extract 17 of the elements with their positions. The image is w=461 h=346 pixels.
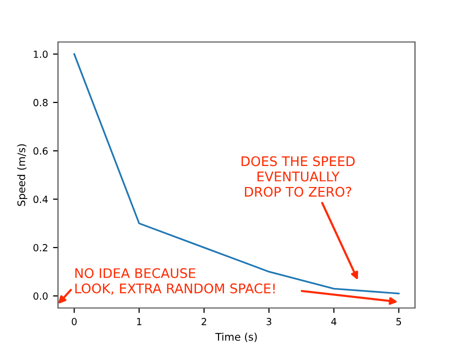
y-tick-label: 0.2	[33, 244, 48, 252]
y-axis-title: Speed (m/s)	[17, 144, 28, 206]
x-tick-label: 5	[396, 318, 402, 326]
annotation: DOES THE SPEED EVENTUALLY DROP TO ZERO?	[242, 156, 355, 197]
x-tick-label: 0	[72, 318, 77, 326]
y-tick-label: 0.8	[33, 98, 48, 106]
x-tick-label: 4	[331, 318, 336, 326]
y-tick-label: 0.0	[33, 292, 48, 300]
x-axis-title: Time (s)	[215, 332, 257, 342]
annotation: NO IDEA BECAUSE LOOK, EXTRA RANDOM SPACE!	[75, 268, 275, 295]
line-series	[73, 53, 400, 294]
y-tick-label: 0.6	[33, 147, 48, 155]
y-tick-label: 0.4	[33, 196, 48, 204]
y-tick-label: 1.0	[34, 50, 48, 58]
x-tick-label: 2	[202, 318, 206, 326]
x-tick-label: 3	[266, 318, 272, 326]
x-tick-label: 1	[137, 318, 142, 326]
